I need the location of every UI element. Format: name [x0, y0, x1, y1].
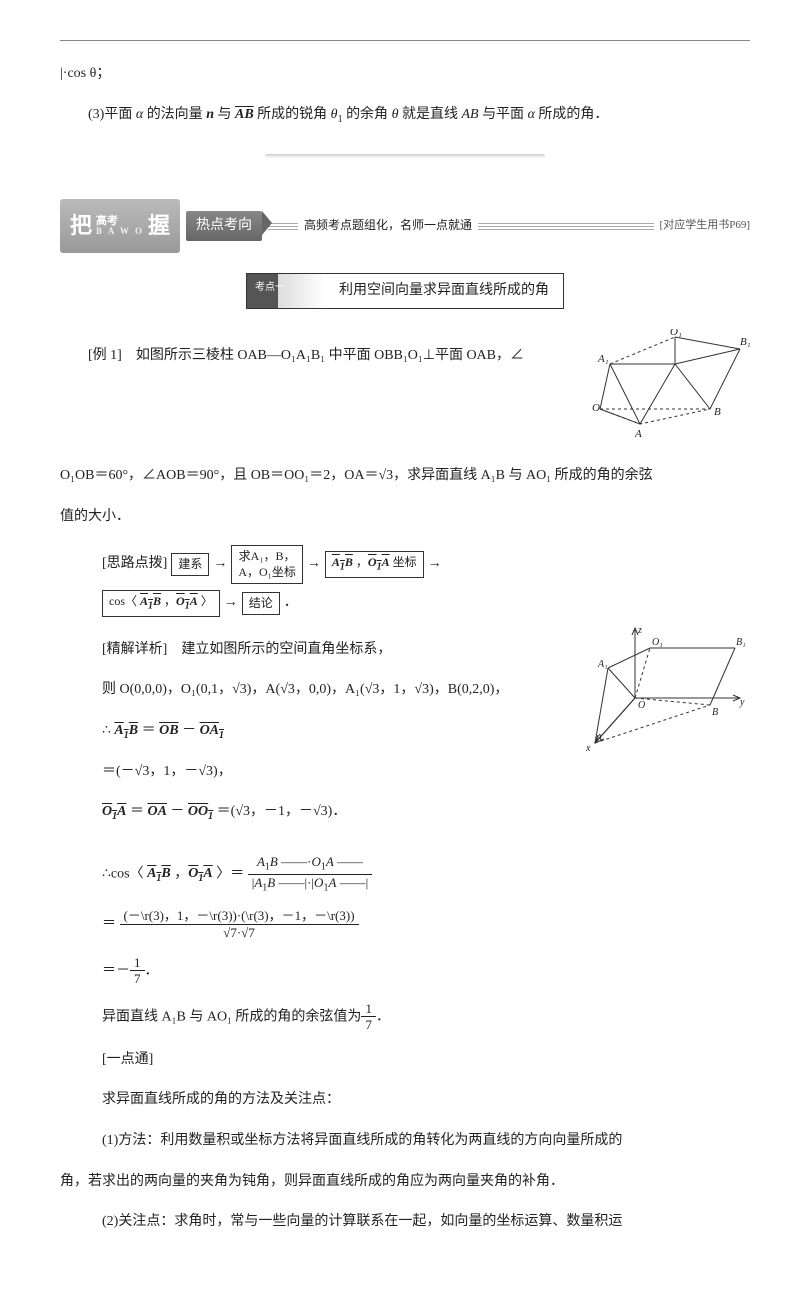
flow-box-1: 建系: [171, 553, 209, 576]
solution-label: [精解详析]: [102, 642, 167, 657]
svg-text:O: O: [592, 402, 600, 414]
solution-line3a: ∴ A1B ＝ OB － OA1: [102, 718, 560, 745]
svg-text:O₁: O₁: [670, 329, 682, 338]
flow-box-2: 求A₁，B，A，O₁坐标: [231, 545, 303, 585]
svg-text:B₁: B₁: [740, 336, 750, 348]
svg-text:z: z: [637, 625, 642, 636]
svg-text:A: A: [595, 733, 603, 744]
banner-note: 高频考点题组化，名师一点就通: [304, 214, 472, 237]
example-line3: 值的大小．: [60, 504, 750, 531]
svg-text:O₁: O₁: [652, 637, 663, 648]
banner: 把 高考 B A W O 握 热点考向 高频考点题组化，名师一点就通 [对应学生…: [60, 199, 750, 253]
banner-big1: 把: [70, 205, 92, 247]
tip-2: (1)方法：利用数量积或坐标方法将异面直线所成的角转化为两直线的方向向量所成的: [102, 1128, 750, 1155]
figure-2: z y x O A B A₁ O₁ B₁: [580, 623, 750, 753]
svg-text:B₁: B₁: [736, 637, 746, 648]
banner-sub: B A W O: [96, 227, 144, 236]
flow-label: [思路点拨]: [102, 551, 167, 578]
para-3: (3)平面 α 的法向量 n 与 AB 所成的锐角 θ1 的余角 θ 就是直线 …: [60, 102, 750, 129]
flow-box-5: 结论: [242, 592, 280, 615]
banner-hatch-left: [268, 222, 298, 230]
solution-line8: 异面直线 A₁B 与 AO₁ 所成的角的余弦值为17．: [102, 1001, 750, 1033]
example-label: [例 1]: [88, 348, 122, 363]
flow-row1: [思路点拨] 建系 → 求A₁，B，A，O₁坐标 → A1B ，O1A 坐标 →: [102, 545, 750, 585]
svg-text:A₁: A₁: [597, 659, 608, 670]
svg-text:B: B: [714, 406, 721, 418]
banner-big2: 握: [148, 205, 170, 247]
svg-text:A: A: [634, 428, 642, 440]
arrow-icon: →: [213, 551, 227, 578]
svg-text:x: x: [585, 743, 591, 753]
flow-box-4: cos〈 A1B ，O1A 〉: [102, 590, 220, 616]
topic-row: 考点一 利用空间向量求异面直线所成的角: [60, 273, 750, 310]
example-line2: O₁OB＝60°，∠AOB＝90°，且 OB＝OO₁＝2，OA＝√3，求异面直线…: [60, 463, 750, 490]
banner-ref: [对应学生用书P69]: [660, 215, 750, 236]
topic-tag: 考点一: [247, 274, 325, 309]
arrow-icon: →: [224, 590, 238, 617]
banner-hatch-right: [478, 222, 654, 230]
figure-1: A O B A₁ O₁ B₁: [580, 329, 750, 449]
solution-line1: [精解详析] 建立如图所示的空间直角坐标系，: [102, 637, 560, 664]
solution-line5: ∴cos〈 A1B ，O1A 〉＝ A1B ――·O1A ―― |A1B ――|…: [102, 854, 750, 894]
tip-label: [一点通]: [102, 1047, 750, 1074]
solution-line7: ＝－17．: [102, 955, 750, 987]
topic-title: 利用空间向量求异面直线所成的角: [325, 274, 563, 309]
solution-line3b: ＝(－√3，1，－√3)，: [102, 759, 560, 786]
svg-text:y: y: [739, 697, 745, 708]
svg-text:B: B: [712, 707, 718, 718]
flow-row2: cos〈 A1B ，O1A 〉 → 结论．: [102, 590, 750, 617]
solution-line4: O1A ＝ OA － OO1 ＝(√3，－1，－√3)．: [102, 799, 560, 826]
tip-3: 角，若求出的两向量的夹角为钝角，则异面直线所成的角应为两向量夹角的补角．: [60, 1169, 750, 1196]
example-line1: [例 1] 如图所示三棱柱 OAB—O₁A₁B₁ 中平面 OBB₁O₁⊥平面 O…: [60, 343, 560, 370]
tip-4: (2)关注点：求角时，常与一些向量的计算联系在一起，如向量的坐标运算、数量积运: [102, 1209, 750, 1236]
banner-badge: 把 高考 B A W O 握: [60, 199, 180, 253]
flow-box-3: A1B ，O1A 坐标: [325, 551, 424, 577]
arrow-icon: →: [428, 551, 442, 578]
banner-tag: 热点考向: [186, 211, 262, 242]
svg-text:A₁: A₁: [597, 353, 609, 365]
tip-1: 求异面直线所成的角的方法及关注点：: [102, 1087, 750, 1114]
top-rule: [60, 40, 750, 41]
solution-line6: ＝ (－\r(3)，1，－\r(3))·(\r(3)，－1，－\r(3)) √7…: [102, 908, 750, 940]
line-costheta: |·cos θ；: [60, 61, 750, 88]
solution-line2: 则 O(0,0,0)，O₁(0,1，√3)，A(√3，0,0)，A₁(√3，1，…: [102, 677, 560, 704]
divider-shadow: [60, 142, 750, 169]
arrow-icon: →: [307, 551, 321, 578]
svg-text:O: O: [638, 700, 645, 711]
